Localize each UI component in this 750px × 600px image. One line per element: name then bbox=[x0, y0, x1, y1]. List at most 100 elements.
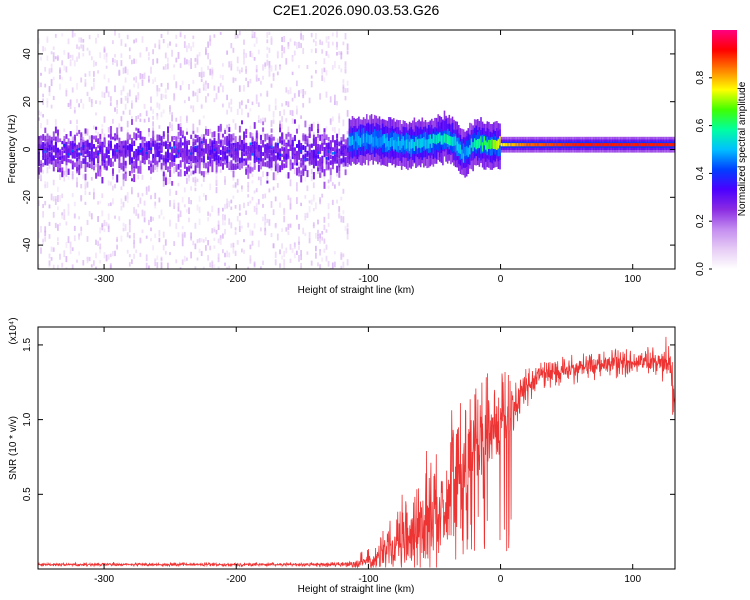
spectrogram-cell bbox=[73, 201, 76, 207]
spectrogram-cell bbox=[245, 69, 247, 74]
spectrogram-cell bbox=[65, 134, 68, 139]
spectrogram-cell bbox=[200, 141, 203, 144]
spectrogram-cell bbox=[143, 118, 146, 123]
spectrogram-cell bbox=[222, 75, 224, 81]
spectrogram-cell bbox=[207, 217, 209, 222]
snr-y-ticks: 0.51.01.5 bbox=[22, 338, 675, 501]
spectrogram-cell bbox=[103, 164, 106, 168]
spectrogram-cell bbox=[135, 151, 138, 155]
spectrogram-cell bbox=[289, 258, 292, 263]
spectrogram-cell bbox=[133, 232, 135, 239]
spectrogram-cell bbox=[82, 174, 85, 179]
spectrogram-cell bbox=[268, 61, 271, 68]
spectrogram-cell bbox=[626, 143, 628, 147]
spectrogram-cell bbox=[236, 178, 239, 186]
spectrogram-cell bbox=[302, 103, 305, 108]
spectrogram-cell bbox=[122, 222, 125, 227]
spectrogram-cell bbox=[211, 153, 214, 159]
spectrogram-cell bbox=[488, 139, 490, 149]
spectrogram-cell bbox=[281, 153, 284, 157]
spectrogram-cell bbox=[167, 150, 169, 159]
spectrogram-cell bbox=[107, 203, 110, 207]
spectrogram-cell bbox=[175, 43, 178, 48]
spectrogram-cell bbox=[209, 183, 212, 191]
spectrogram-cell bbox=[302, 156, 305, 162]
spectrogram-cell bbox=[192, 170, 195, 175]
spectrogram-cell bbox=[329, 118, 332, 123]
spectrogram-cell bbox=[152, 127, 154, 134]
spectrogram-cell bbox=[304, 134, 307, 142]
spectrogram-cell bbox=[247, 167, 250, 173]
spectrogram-cell bbox=[276, 138, 279, 145]
spectrogram-cell bbox=[173, 162, 176, 166]
spectrogram-cell bbox=[145, 190, 148, 195]
spectrogram-cell bbox=[181, 130, 184, 135]
spectrogram-cell bbox=[57, 224, 59, 231]
spectrogram-cell bbox=[171, 112, 173, 116]
spectrogram-cell bbox=[426, 139, 428, 149]
spectrogram-cell bbox=[99, 227, 102, 234]
spectrogram-cell bbox=[336, 145, 339, 150]
spectrogram-cell bbox=[78, 233, 80, 240]
spectrogram-cell bbox=[230, 134, 233, 142]
spectrogram-cell bbox=[230, 98, 233, 105]
spectrogram-cell bbox=[143, 200, 146, 206]
spectrogram-cell bbox=[338, 181, 341, 186]
spectrogram-cell bbox=[101, 177, 104, 184]
spectrogram-cell bbox=[245, 167, 248, 171]
spectrogram-cell bbox=[276, 163, 279, 171]
spectrogram-cell bbox=[169, 105, 171, 109]
spectrogram-cell bbox=[300, 89, 302, 94]
spectrogram-cell bbox=[169, 153, 172, 161]
spectrogram-cell bbox=[211, 70, 214, 75]
spectrogram-cell bbox=[109, 126, 112, 130]
spectrogram-cell bbox=[251, 180, 254, 184]
spectrogram-cell bbox=[82, 103, 85, 109]
spectrogram-cell bbox=[230, 222, 233, 229]
spectrogram-cell bbox=[260, 137, 262, 144]
spectrogram-cell bbox=[202, 171, 205, 178]
spectrogram-cell bbox=[262, 127, 265, 132]
spectrogram-cell bbox=[38, 171, 40, 179]
spectrogram-cell bbox=[634, 143, 636, 147]
spectrogram-cell bbox=[291, 56, 294, 61]
spectrogram-cell bbox=[198, 206, 201, 214]
spectrogram-cell bbox=[241, 143, 243, 150]
spectrogram-cell bbox=[65, 267, 68, 269]
spectrogram-cell bbox=[173, 136, 176, 140]
spectrogram-cell bbox=[169, 142, 172, 146]
spectrogram-cell bbox=[268, 139, 271, 147]
spectrogram-cell bbox=[519, 143, 522, 147]
spectrogram-cell bbox=[61, 147, 64, 151]
spectrogram-cell bbox=[272, 156, 275, 162]
spectrogram-cell bbox=[71, 160, 74, 166]
spectrogram-cell bbox=[545, 143, 547, 147]
spectrogram-cell bbox=[44, 181, 47, 187]
spectrogram-cell bbox=[71, 264, 74, 269]
spectrogram-cell bbox=[327, 185, 330, 190]
spectrogram-cell bbox=[540, 143, 543, 147]
spectrogram-cell bbox=[260, 161, 262, 170]
spectrogram-cell bbox=[319, 93, 321, 100]
spectrogram-cell bbox=[243, 49, 245, 55]
spectrogram-cell bbox=[173, 64, 176, 68]
spectrogram-cell bbox=[298, 245, 300, 251]
spectrogram-cell bbox=[331, 158, 334, 165]
spectrogram-cell bbox=[61, 60, 64, 66]
spectrogram-cell bbox=[293, 245, 296, 249]
spectrogram-cell bbox=[264, 145, 267, 153]
spectrogram-cell bbox=[192, 157, 195, 164]
spectrogram-cell bbox=[315, 61, 317, 65]
x-tick-label: 0 bbox=[498, 574, 504, 585]
spectrogram-cell bbox=[137, 92, 140, 96]
spectrogram-cell bbox=[281, 45, 283, 52]
spectrogram-cell bbox=[179, 148, 182, 153]
spectrogram-cell bbox=[646, 143, 649, 147]
spectrogram-cell bbox=[238, 135, 241, 141]
spectrogram-cell bbox=[483, 136, 485, 146]
spectrogram-cell bbox=[52, 56, 55, 62]
spectrogram-cell bbox=[200, 138, 203, 142]
spectrogram-cell bbox=[118, 149, 121, 154]
spectrogram-cell bbox=[52, 211, 55, 218]
spectrogram-cell bbox=[152, 216, 154, 221]
